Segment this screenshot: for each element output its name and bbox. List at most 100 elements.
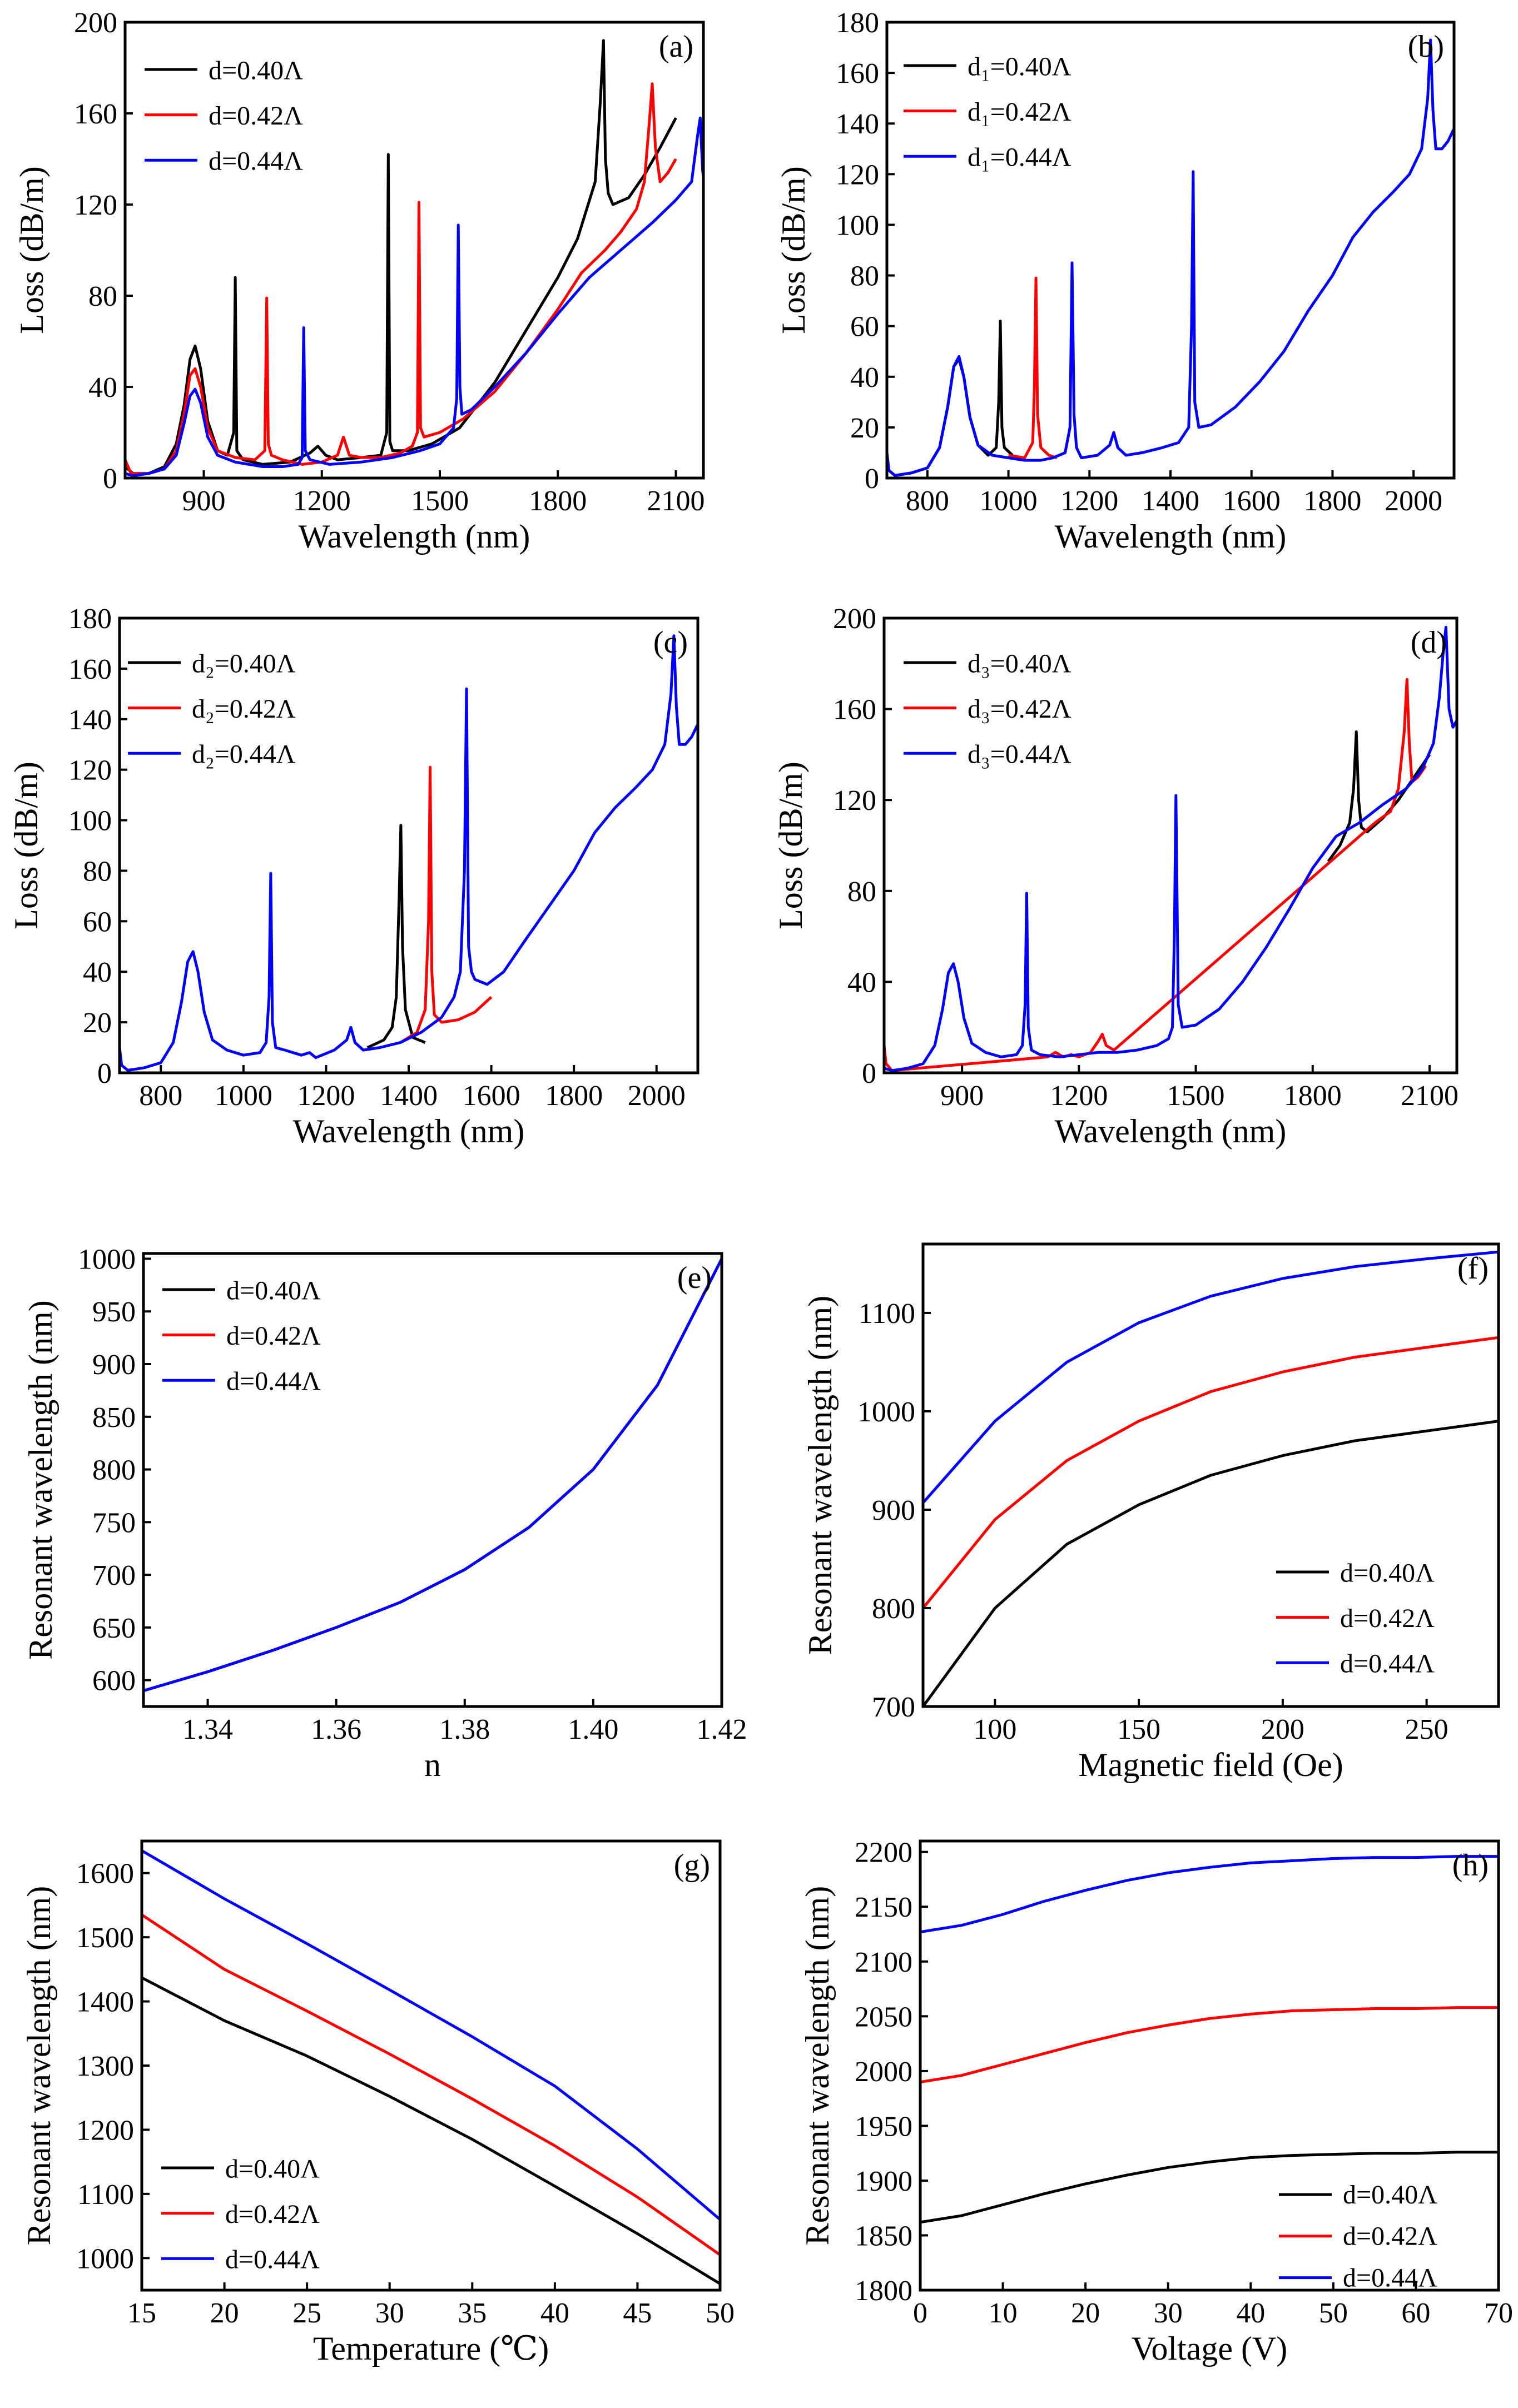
x-axis-label: Wavelength (nm) [1055,518,1287,555]
y-tick-label: 160 [68,654,112,685]
x-tick-label: 60 [1401,2297,1430,2329]
legend-entry: d=0.40Λ [1340,1558,1435,1588]
legend-entry: d=0.44Λ [209,146,303,176]
x-tick-label: 1400 [380,1080,438,1112]
y-tick-label: 1000 [857,1396,915,1428]
plot-frame [921,1242,1500,1708]
legend-entry: d₁=0.40Λ [968,52,1071,81]
y-tick-label: 80 [83,855,112,887]
x-tick-label: 70 [1484,2297,1513,2329]
y-tick-label: 140 [836,108,879,140]
series-line-2 [1008,276,1058,460]
legend-entry: d=0.40Λ [1343,2180,1437,2210]
y-tick-label: 1100 [859,1298,915,1330]
chart-panel-3: 800 1000 1200 1400 1600 1800 2000 0 20 40 60 80 100 1… [8,603,700,1150]
x-tick-label: 30 [375,2297,404,2329]
series-line-1 [920,2151,1499,2224]
x-axis-label: Wavelength (nm) [1055,1113,1287,1150]
panel-label: (d) [1411,625,1447,660]
x-axis-label: Wavelength (nm) [293,1113,525,1150]
y-tick-label: 0 [103,463,117,495]
x-tick-label: 50 [1319,2297,1348,2329]
x-tick-label: 1800 [1303,485,1361,517]
y-tick-label: 1500 [76,1922,134,1954]
x-tick-label: 35 [458,2297,487,2329]
y-tick-label: 1950 [855,2111,912,2142]
x-tick-label: 1800 [529,485,587,517]
y-tick-label: 0 [97,1058,112,1089]
y-tick-label: 80 [847,876,876,908]
panel-label: (a) [659,29,693,64]
y-tick-label: 80 [850,261,879,292]
legend-entry: d₃=0.44Λ [968,739,1071,769]
x-tick-label: 1400 [1142,485,1199,517]
x-tick-label: 1000 [980,485,1038,517]
y-tick-label: 0 [862,1058,876,1089]
x-tick-label: 15 [127,2297,156,2329]
y-tick-label: 180 [836,7,879,39]
y-axis-label: Loss (dB/m) [775,166,812,334]
x-tick-label: 20 [1071,2297,1100,2329]
y-tick-label: 2150 [855,1892,912,1923]
x-tick-label: 2000 [1385,485,1442,517]
y-tick-label: 1800 [855,2275,912,2307]
y-axis-label: Loss (dB/m) [772,762,809,929]
series-line-1 [125,39,677,475]
y-axis-label: Resonant wavelength (nm) [802,1296,839,1655]
x-tick-label: 2100 [647,485,705,517]
y-tick-label: 850 [92,1402,136,1434]
plot-frame [123,21,705,480]
y-tick-label: 200 [833,603,876,635]
series-line-1 [142,1976,720,2285]
x-tick-label: 1000 [215,1080,272,1112]
legend-entry: d=0.44Λ [1343,2263,1437,2292]
series-line-2 [923,1336,1499,1609]
series-line-3 [120,634,698,1072]
y-tick-label: 900 [872,1495,915,1526]
legend-entry: d=0.42Λ [1340,1604,1435,1633]
x-tick-label: 1.42 [697,1714,747,1745]
x-axis-label: n [424,1747,441,1783]
legend-entry: d=0.44Λ [225,2245,320,2274]
y-tick-label: 120 [836,159,879,191]
y-tick-label: 1200 [76,2115,134,2146]
y-tick-label: 2050 [855,2001,912,2033]
series-line-3 [887,38,1454,477]
legend-entry: d₂=0.40Λ [192,649,296,678]
y-tick-label: 160 [836,58,879,89]
chart-panel-5: 1.34 1.36 1.38 1.40 1.42 600 650 700 750 800 850 90… [22,1243,747,1783]
x-axis-label: Magnetic field (Oe) [1078,1747,1343,1783]
y-axis-label: Resonant wavelength (nm) [21,1886,57,2246]
legend-entry: d=0.44Λ [1340,1649,1435,1678]
legend-entry: d₁=0.44Λ [968,142,1071,172]
chart-panel-8: 0 10 20 30 40 50 60 70 1800 1850 1900 1950 2000 2050 2… [799,1837,1513,2367]
x-tick-label: 250 [1405,1714,1448,1745]
x-tick-label: 1600 [463,1080,520,1112]
legend-entry: d=0.40Λ [209,56,303,85]
chart-panel-4: 900 1200 1500 1800 2100 0 40 80 120 160 200 Wavelen… [772,603,1459,1150]
x-axis-label: Temperature (℃) [313,2330,549,2367]
y-tick-label: 1900 [855,2166,912,2197]
legend-entry: d=0.42Λ [209,101,303,131]
x-tick-label: 800 [906,485,949,517]
y-tick-label: 40 [88,372,117,404]
y-tick-label: 1100 [77,2179,134,2211]
y-tick-label: 20 [850,412,879,444]
legend-entry: d=0.40Λ [226,1276,321,1305]
panel-label: (h) [1452,1848,1489,1883]
y-axis-label: Loss (dB/m) [8,762,44,929]
x-tick-label: 30 [1154,2297,1183,2329]
y-tick-label: 140 [68,704,112,736]
plot-frame [118,616,700,1074]
y-tick-label: 120 [833,785,876,817]
legend-entry: d₃=0.40Λ [968,649,1071,678]
panel-label: (e) [677,1261,712,1295]
y-tick-label: 600 [92,1665,136,1697]
y-tick-label: 20 [83,1007,112,1039]
plot-frame [885,21,1456,480]
legend-entry: d=0.42Λ [226,1321,321,1351]
x-tick-label: 1600 [1223,485,1281,517]
x-tick-label: 1800 [1284,1080,1342,1112]
y-tick-label: 1600 [76,1858,134,1890]
